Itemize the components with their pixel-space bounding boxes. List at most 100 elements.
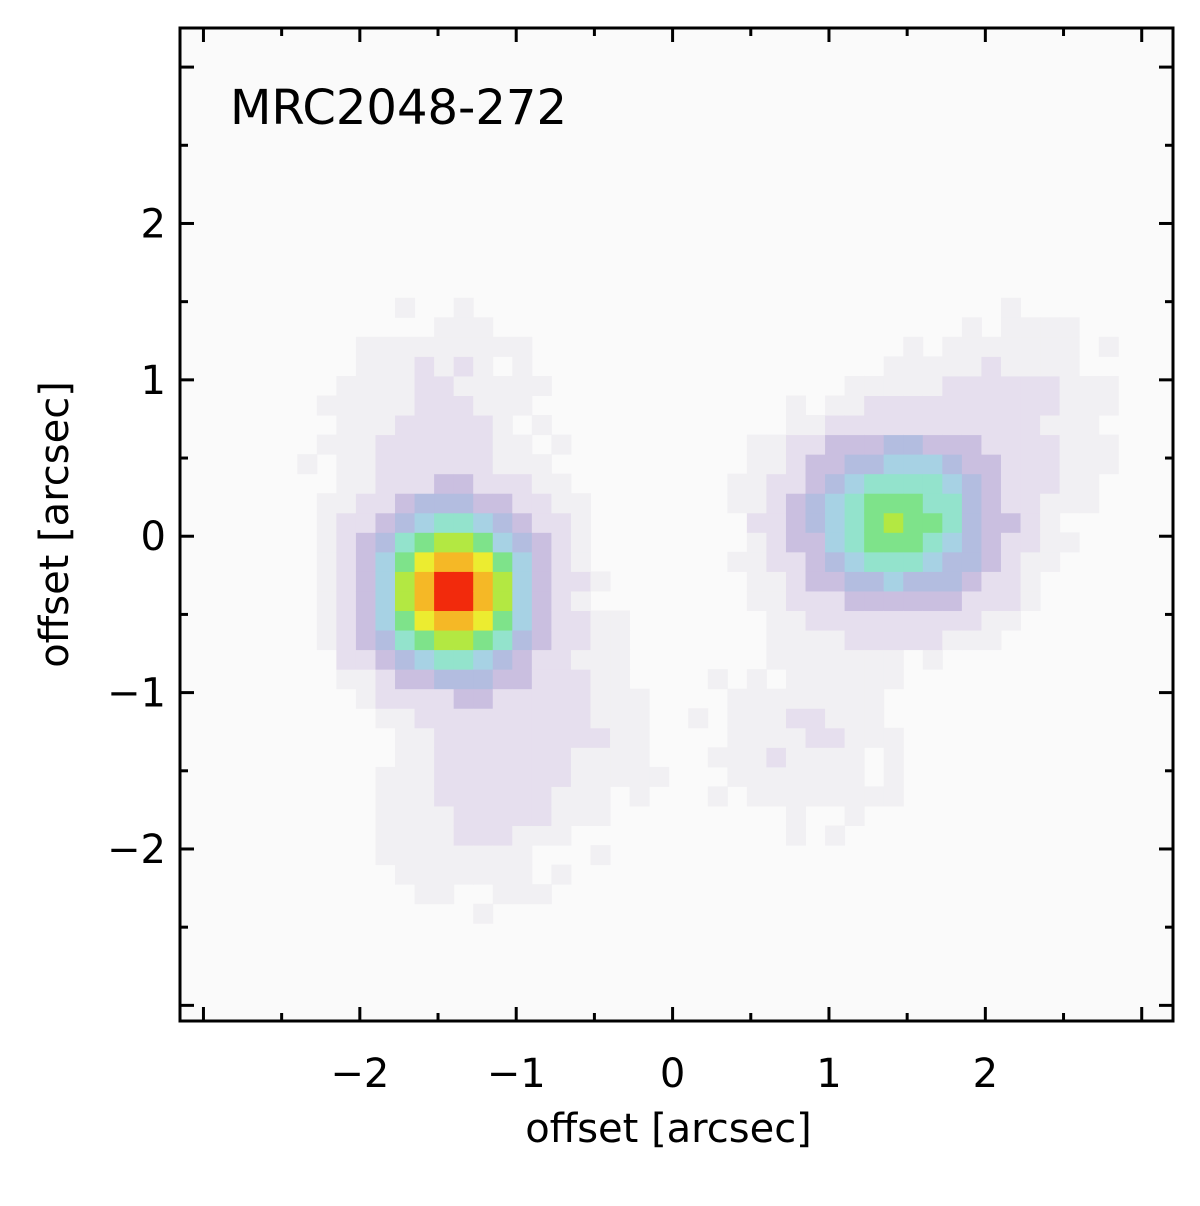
heatmap-pixel xyxy=(395,727,416,748)
heatmap-pixel xyxy=(1000,375,1022,396)
heatmap-pixel xyxy=(805,708,826,729)
heatmap-pixel xyxy=(746,571,767,592)
heatmap-pixel xyxy=(825,473,846,494)
heatmap-pixel xyxy=(805,630,826,651)
heatmap-pixel xyxy=(414,649,435,670)
heatmap-pixel xyxy=(981,493,1002,514)
heatmap-pixel xyxy=(375,610,396,631)
heatmap-pixel xyxy=(414,551,435,572)
heatmap-pixel xyxy=(825,590,846,612)
heatmap-pixel xyxy=(316,571,337,592)
heatmap-pixel xyxy=(1059,493,1080,514)
x-tick-label: 1 xyxy=(816,1051,841,1097)
heatmap-pixel xyxy=(316,610,337,631)
heatmap-pixel xyxy=(883,512,904,533)
heatmap-pixel xyxy=(434,805,455,827)
heatmap-pixel xyxy=(981,532,1002,553)
heatmap-pixel xyxy=(629,747,650,768)
heatmap-pixel xyxy=(414,336,435,357)
heatmap-pixel xyxy=(492,493,513,514)
heatmap-pixel xyxy=(1059,356,1080,377)
heatmap-pixel xyxy=(570,669,591,690)
heatmap-pixel xyxy=(355,356,376,377)
heatmap-pixel xyxy=(355,395,376,416)
heatmap-pixel xyxy=(551,630,572,651)
heatmap-pixel xyxy=(1059,375,1080,396)
heatmap-pixel xyxy=(453,766,474,787)
heatmap-pixel xyxy=(903,630,924,651)
heatmap-pixel xyxy=(1020,395,1041,416)
heatmap-pixel xyxy=(453,336,474,357)
heatmap-pixel xyxy=(727,551,748,572)
heatmap-pixel xyxy=(903,473,924,494)
heatmap-pixel xyxy=(434,864,455,885)
heatmap-pixel xyxy=(981,454,1002,475)
heatmap-pixel xyxy=(864,454,885,475)
heatmap-pixel xyxy=(336,473,357,494)
heatmap-pixel xyxy=(531,688,552,709)
heatmap-pixel xyxy=(551,473,572,494)
heatmap-pixel xyxy=(492,434,513,455)
heatmap-pixel xyxy=(434,786,455,807)
heatmap-pixel xyxy=(844,786,865,807)
y-tick-label: −1 xyxy=(107,671,166,717)
heatmap-pixel xyxy=(903,356,924,377)
heatmap-pixel xyxy=(336,395,357,416)
heatmap-pixel xyxy=(453,571,474,592)
heatmap-pixel xyxy=(844,766,865,787)
heatmap-pixel xyxy=(531,786,552,807)
heatmap-pixel xyxy=(610,610,631,631)
heatmap-pixel xyxy=(844,415,865,436)
heatmap-pixel xyxy=(981,590,1002,612)
heatmap-pixel xyxy=(785,493,807,514)
heatmap-pixel xyxy=(570,747,591,768)
heatmap-pixel xyxy=(903,571,924,592)
heatmap-pixel xyxy=(336,649,357,670)
heatmap-pixel xyxy=(825,551,846,572)
heatmap-pixel xyxy=(961,512,982,533)
heatmap-pixel xyxy=(766,454,787,475)
heatmap-pixel xyxy=(336,512,357,533)
heatmap-pixel xyxy=(785,395,807,416)
heatmap-pixel xyxy=(883,532,904,553)
heatmap-pixel xyxy=(453,786,474,807)
heatmap-pixel xyxy=(512,375,533,396)
heatmap-pixel xyxy=(922,415,943,436)
heatmap-pixel xyxy=(883,454,904,475)
heatmap-pixel xyxy=(453,415,474,436)
heatmap-pixel xyxy=(942,473,963,494)
heatmap-pixel xyxy=(610,630,631,651)
heatmap-pixel xyxy=(375,434,396,455)
heatmap-pixel xyxy=(883,649,904,670)
heatmap-pixel xyxy=(492,669,513,690)
heatmap-pixel xyxy=(531,630,552,651)
heatmap-pixel xyxy=(746,708,767,729)
heatmap-pixel xyxy=(805,493,826,514)
heatmap-pixel xyxy=(1040,375,1061,396)
heatmap-pixel xyxy=(434,532,455,553)
heatmap-pixel xyxy=(922,610,943,631)
heatmap-pixel xyxy=(1040,512,1061,533)
heatmap-pixel xyxy=(1098,336,1119,357)
heatmap-pixel xyxy=(434,688,455,709)
x-axis-label: offset [arcsec] xyxy=(525,1106,812,1152)
heatmap-pixel xyxy=(785,571,807,592)
heatmap-pixel xyxy=(629,727,650,748)
heatmap-pixel xyxy=(883,473,904,494)
heatmap-pixel xyxy=(512,395,533,416)
heatmap-pixel xyxy=(825,708,846,729)
heatmap-pixel xyxy=(492,415,513,436)
heatmap-pixel xyxy=(785,708,807,729)
heatmap-pixel xyxy=(864,590,885,612)
heatmap-pixel xyxy=(395,297,416,318)
heatmap-pixel xyxy=(1059,532,1080,553)
heatmap-pixel xyxy=(414,786,435,807)
heatmap-pixel xyxy=(1000,551,1022,572)
heatmap-pixel xyxy=(492,786,513,807)
heatmap-pixel xyxy=(473,845,494,866)
heatmap-pixel xyxy=(942,395,963,416)
heatmap-pixel xyxy=(864,551,885,572)
heatmap-pixel xyxy=(453,512,474,533)
heatmap-pixel xyxy=(355,473,376,494)
heatmap-pixel xyxy=(551,532,572,553)
